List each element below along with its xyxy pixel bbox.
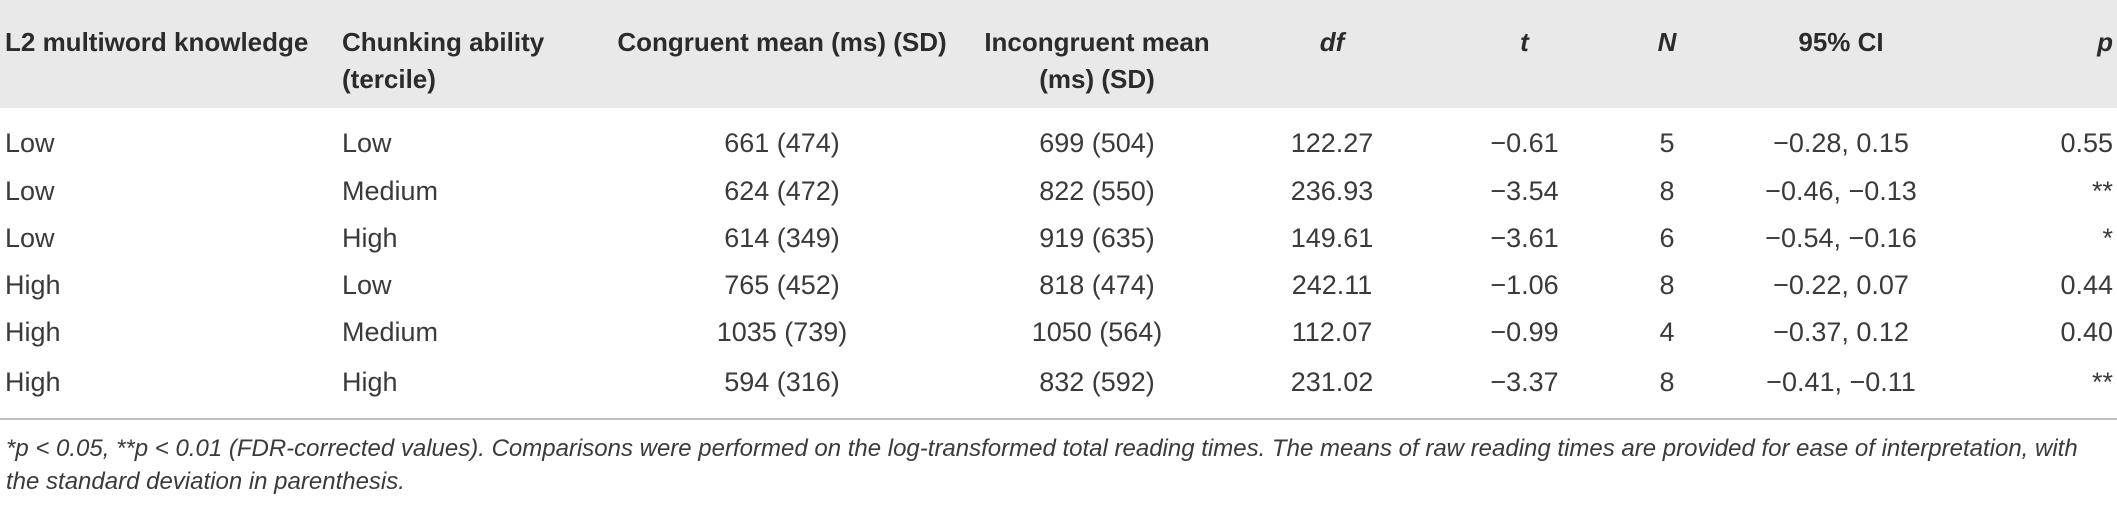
- table-row: Low High 614 (349) 919 (635) 149.61 −3.6…: [0, 215, 2117, 262]
- cell-t: −0.99: [1490, 317, 1559, 347]
- table-row: High Low 765 (452) 818 (474) 242.11 −1.0…: [0, 262, 2117, 309]
- cell-t: −0.61: [1490, 127, 1559, 158]
- cell-incongruent-mean: 832 (592): [962, 356, 1232, 420]
- header-l2-multiword-knowledge: L2 multiword knowledge: [5, 27, 309, 57]
- cell-p: **: [2091, 176, 2113, 206]
- header-congruent-mean: Congruent mean (ms) (SD): [617, 27, 947, 57]
- cell-chunking-ability: High: [342, 223, 398, 253]
- cell-congruent-mean: 614 (349): [724, 223, 840, 253]
- cell-t: −3.61: [1490, 223, 1559, 253]
- cell-p: 0.40: [2060, 317, 2113, 347]
- cell-incongruent-mean: 1050 (564): [1031, 317, 1163, 347]
- cell-congruent-mean: 1035 (739): [716, 317, 848, 347]
- cell-95-ci: −0.22, 0.07: [1773, 270, 1909, 300]
- cell-chunking-ability: Medium: [342, 317, 439, 347]
- cell-p: *: [2102, 223, 2113, 253]
- cell-df: 242.11: [1291, 270, 1373, 300]
- cell-l2-knowledge: Low: [5, 176, 55, 206]
- cell-n: 4: [1659, 317, 1675, 347]
- cell-chunking-ability: Medium: [342, 176, 439, 206]
- header-n: N: [1657, 27, 1677, 57]
- header-p: p: [2097, 27, 2113, 57]
- cell-p: 0.55: [2060, 127, 2113, 158]
- cell-congruent-mean: 624 (472): [724, 176, 840, 206]
- cell-95-ci: −0.37, 0.12: [1773, 317, 1909, 347]
- cell-df: 112.07: [1291, 317, 1373, 347]
- cell-t: −1.06: [1490, 270, 1559, 300]
- cell-chunking-ability: Low: [342, 270, 392, 300]
- table-row: Low Low 661 (474) 699 (504) 122.27 −0.61…: [0, 108, 2117, 168]
- cell-p: 0.44: [2060, 270, 2113, 300]
- cell-p: **: [1965, 356, 2117, 420]
- cell-n: 6: [1659, 223, 1675, 253]
- results-table-container: L2 multiword knowledge Chunking ability …: [0, 0, 2117, 495]
- table-header-row: L2 multiword knowledge Chunking ability …: [0, 0, 2117, 108]
- cell-incongruent-mean: 699 (504): [1039, 127, 1155, 158]
- cell-l2-knowledge: Low: [5, 127, 55, 158]
- table-footnote: *p < 0.05, **p < 0.01 (FDR-corrected val…: [6, 435, 2078, 495]
- cell-chunking-ability: Low: [342, 127, 392, 158]
- cell-l2-knowledge: Low: [5, 223, 55, 253]
- cell-incongruent-mean: 822 (550): [1039, 176, 1155, 206]
- header-df: df: [1319, 27, 1345, 57]
- cell-95-ci: −0.46, −0.13: [1765, 176, 1917, 206]
- cell-df: 122.27: [1290, 127, 1374, 158]
- cell-l2-knowledge: High: [0, 356, 337, 420]
- results-table: L2 multiword knowledge Chunking ability …: [0, 0, 2117, 420]
- cell-t: −3.37: [1432, 356, 1617, 420]
- cell-chunking-ability: High: [337, 356, 602, 420]
- cell-congruent-mean: 594 (316): [602, 356, 962, 420]
- header-t: t: [1520, 27, 1529, 57]
- header-incongruent-mean: Incongruent mean (ms) (SD): [984, 27, 1210, 94]
- cell-n: 8: [1617, 356, 1717, 420]
- cell-df: 149.61: [1290, 223, 1374, 253]
- cell-95-ci: −0.54, −0.16: [1765, 223, 1917, 253]
- table-row: Low Medium 624 (472) 822 (550) 236.93 −3…: [0, 168, 2117, 215]
- table-row: High Medium 1035 (739) 1050 (564) 112.07…: [0, 309, 2117, 356]
- cell-n: 5: [1659, 127, 1675, 158]
- cell-l2-knowledge: High: [5, 317, 61, 347]
- cell-t: −3.54: [1490, 176, 1559, 206]
- cell-95-ci: −0.28, 0.15: [1773, 127, 1909, 158]
- header-chunking-ability: Chunking ability (tercile): [342, 27, 545, 94]
- cell-n: 8: [1659, 270, 1675, 300]
- cell-n: 8: [1659, 176, 1675, 206]
- cell-df: 231.02: [1232, 356, 1432, 420]
- cell-congruent-mean: 765 (452): [724, 270, 840, 300]
- cell-l2-knowledge: High: [5, 270, 61, 300]
- cell-incongruent-mean: 919 (635): [1039, 223, 1155, 253]
- cell-95-ci: −0.41, −0.11: [1717, 356, 1965, 420]
- cell-incongruent-mean: 818 (474): [1039, 270, 1155, 300]
- header-95-ci: 95% CI: [1798, 27, 1884, 57]
- table-row: High High 594 (316) 832 (592) 231.02 −3.…: [0, 356, 2117, 420]
- cell-congruent-mean: 661 (474): [724, 127, 840, 158]
- cell-df: 236.93: [1290, 176, 1374, 206]
